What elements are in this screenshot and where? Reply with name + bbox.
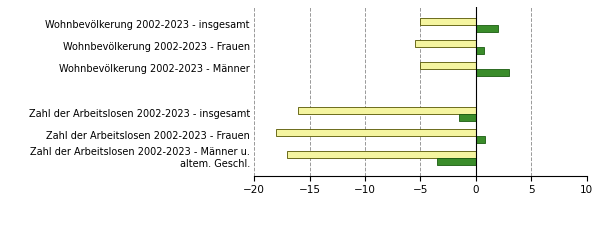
Bar	[476, 47, 483, 54]
Bar	[459, 114, 476, 121]
Bar	[287, 151, 476, 158]
Bar	[476, 69, 509, 76]
Bar	[476, 136, 485, 143]
Bar	[476, 25, 498, 32]
Bar	[437, 158, 476, 165]
Bar	[415, 40, 476, 47]
Bar	[420, 18, 476, 25]
Bar	[276, 129, 476, 136]
Bar	[298, 107, 476, 114]
Bar	[420, 62, 476, 69]
